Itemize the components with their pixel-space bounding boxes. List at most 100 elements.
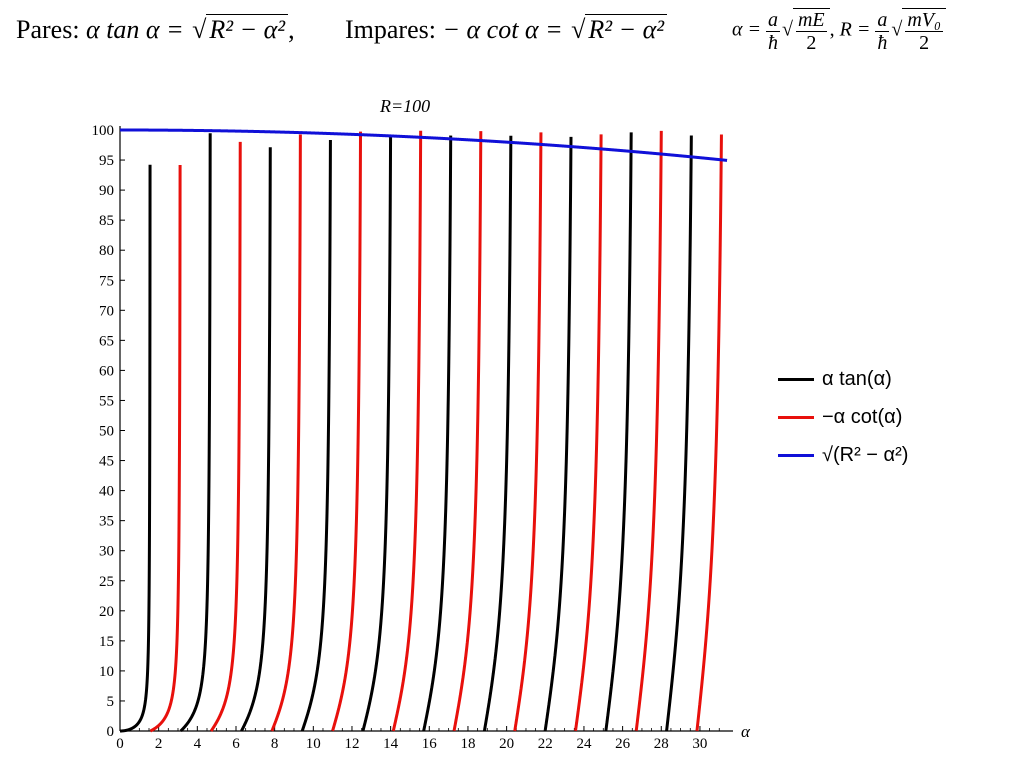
legend-label-sqrt: √(R² − α²)	[822, 443, 909, 466]
series-1-branch-2	[270, 134, 302, 733]
pares-tail: ,	[288, 15, 295, 44]
legend-item-sqrt: √(R² − α²)	[778, 436, 908, 474]
series-1-branch-6	[513, 132, 543, 733]
y-tick-label: 70	[99, 303, 114, 319]
y-tick-label: 95	[99, 153, 114, 169]
x-tick-label: 12	[344, 736, 359, 752]
y-tick-label: 20	[99, 604, 114, 620]
r-def-sqrt: √ mV₀ 2	[889, 8, 946, 54]
series-1-branch-4	[391, 130, 423, 733]
y-tick-label: 60	[99, 363, 114, 379]
alpha-def-num: a	[766, 8, 780, 32]
x-tick-label: 10	[306, 736, 321, 752]
series-1-branch-5	[452, 131, 483, 733]
x-tick-label: 6	[232, 736, 240, 752]
r-def-lhs: R =	[839, 18, 876, 41]
impares-lhs: − α cot α =	[442, 15, 570, 44]
series-0-branch-5	[422, 135, 453, 733]
y-tick-label: 90	[99, 183, 114, 199]
r-def-root-den: 2	[919, 32, 930, 54]
y-tick-label: 35	[99, 514, 114, 530]
alpha-def-root-num: mE	[795, 9, 827, 32]
alpha-def-sqrt: √ mE 2	[780, 8, 830, 54]
series-1-branch-8	[634, 130, 663, 732]
equation-impares: Impares: − α cot α = √ R² − α²	[345, 14, 668, 45]
series-1-branch-7	[574, 134, 603, 732]
series-0-branch-9	[665, 135, 693, 732]
x-tick-label: 28	[654, 736, 669, 752]
legend-label-cot: −α cot(α)	[822, 405, 903, 428]
alpha-def-root-den: 2	[806, 32, 817, 54]
x-tick-label: 8	[271, 736, 279, 752]
legend-swatch-tan	[778, 377, 814, 381]
impares-radicand: R² − α²	[585, 14, 668, 45]
series-1-branch-1	[209, 141, 242, 733]
impares-label: Impares:	[345, 15, 436, 44]
x-tick-label: 24	[576, 736, 592, 752]
r-def-num: a	[875, 8, 890, 32]
r-def-root-frac: mV₀ 2	[902, 8, 946, 54]
series-1-branch-3	[331, 131, 363, 733]
legend-swatch-sqrt	[778, 453, 814, 457]
alpha-def-lhs: α =	[732, 18, 766, 41]
pares-radicand: R² − α²	[206, 14, 289, 45]
r-def-root-num: mV₀	[905, 9, 943, 32]
legend-label-tan: α tan(α)	[822, 367, 892, 390]
x-tick-label: 14	[383, 736, 399, 752]
y-tick-label: 100	[92, 123, 115, 139]
series-0-branch-0	[118, 164, 152, 733]
x-tick-label: 0	[116, 736, 124, 752]
x-tick-label: 4	[194, 736, 202, 752]
y-tick-label: 75	[99, 273, 114, 289]
x-tick-label: 18	[460, 736, 475, 752]
legend-item-cot: −α cot(α)	[778, 398, 908, 436]
series-0-branch-4	[361, 136, 393, 733]
x-tick-label: 20	[499, 736, 514, 752]
series-0-branch-8	[604, 132, 633, 733]
series-2-branch-0	[118, 128, 729, 162]
y-tick-label: 15	[99, 634, 114, 650]
pares-lhs: α tan α =	[86, 15, 191, 44]
pares-label: Pares:	[16, 15, 80, 44]
y-tick-label: 25	[99, 574, 114, 590]
series-0-branch-1	[179, 133, 212, 733]
y-tick-label: 80	[99, 243, 114, 259]
pares-sqrt: √ R² − α²	[190, 14, 289, 45]
r-def-den: ħ	[877, 31, 888, 54]
y-tick-label: 50	[99, 424, 114, 440]
y-tick-label: 0	[107, 724, 115, 740]
x-tick-label: 26	[615, 736, 631, 752]
y-tick-label: 30	[99, 544, 114, 560]
y-tick-label: 85	[99, 213, 114, 229]
y-tick-label: 55	[99, 393, 114, 409]
y-tick-label: 5	[107, 694, 115, 710]
series-0-branch-3	[300, 139, 332, 733]
x-tick-label: 30	[692, 736, 707, 752]
equation-pares: Pares: α tan α = √ R² − α²,	[16, 14, 295, 45]
defs-separator: ,	[829, 18, 835, 41]
y-tick-label: 45	[99, 454, 114, 470]
chart-title: R=100	[380, 96, 431, 116]
impares-sqrt: √ R² − α²	[569, 14, 668, 45]
series-1-branch-9	[695, 134, 723, 732]
x-tick-label: 16	[422, 736, 438, 752]
chart-legend: α tan(α) −α cot(α) √(R² − α²)	[778, 360, 908, 474]
series-0-branch-2	[240, 147, 272, 733]
y-tick-label: 40	[99, 484, 114, 500]
series-0-branch-6	[482, 135, 513, 733]
alpha-def-den: ħ	[768, 31, 778, 54]
legend-swatch-cot	[778, 415, 814, 419]
equation-definitions: α = a ħ √ mE 2, R = a ħ √ mV₀ 2	[732, 8, 946, 54]
series-0-branch-7	[543, 136, 573, 732]
y-tick-label: 10	[99, 664, 114, 680]
x-tick-label: 22	[538, 736, 553, 752]
x-axis-label: α	[741, 722, 751, 741]
alpha-def-root-frac: mE 2	[792, 8, 830, 54]
series-1-branch-0	[148, 164, 182, 733]
x-tick-label: 2	[155, 736, 163, 752]
legend-item-tan: α tan(α)	[778, 360, 908, 398]
y-tick-label: 65	[99, 333, 114, 349]
